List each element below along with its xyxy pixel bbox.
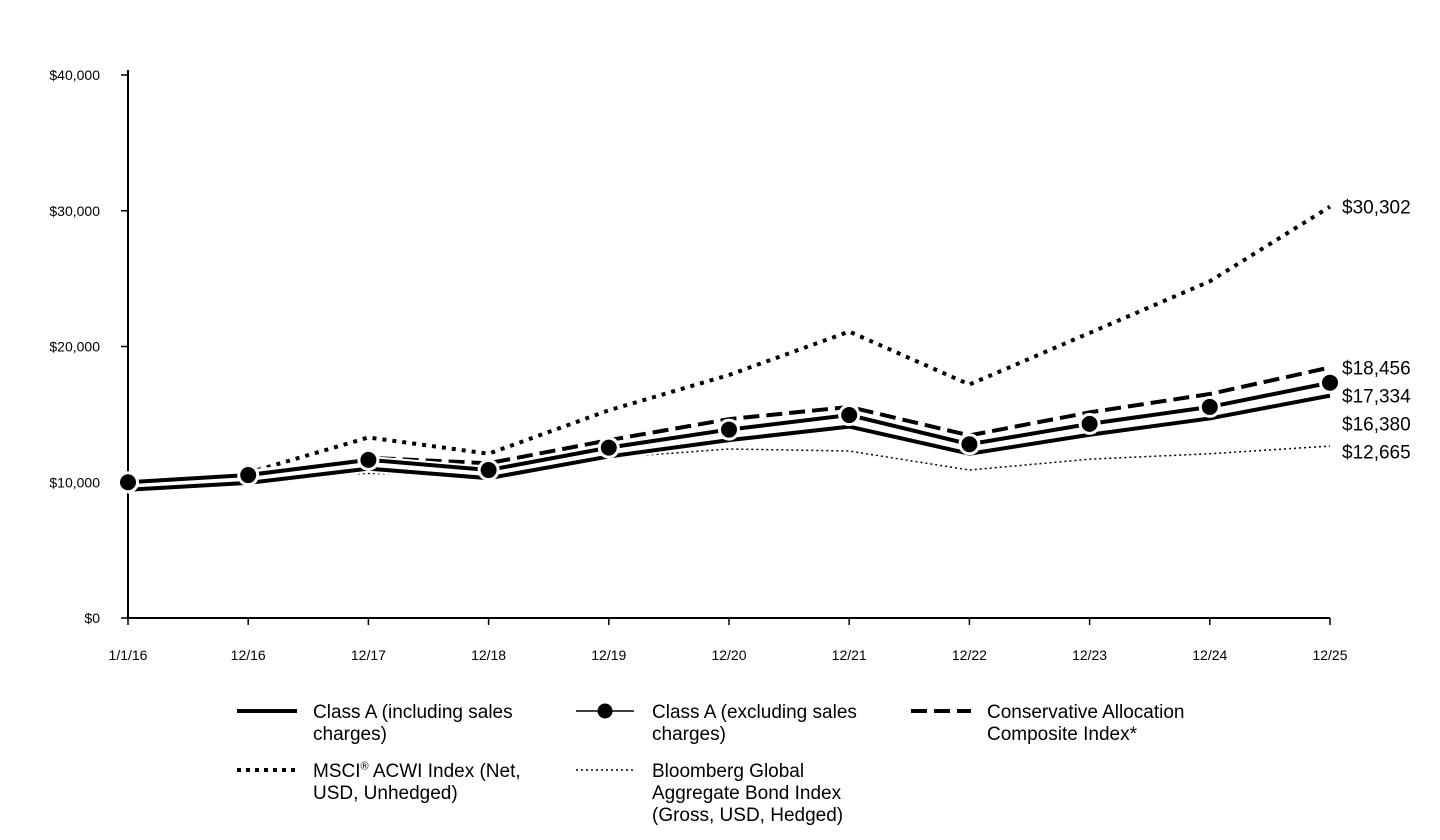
x-tick-label: 12/24: [1192, 647, 1227, 663]
end-value-label: $16,380: [1342, 414, 1411, 435]
x-tick-label: 1/1/16: [109, 647, 148, 663]
data-point: [1198, 395, 1221, 418]
x-tick-label: 12/25: [1312, 647, 1347, 663]
x-tick-label: 12/17: [351, 647, 386, 663]
x-tick-label: 12/20: [711, 647, 746, 663]
x-tick-label: 12/16: [231, 647, 266, 663]
data-point: [958, 433, 981, 456]
series-group: [127, 391, 1331, 494]
series-group: [117, 371, 1341, 494]
x-tick-label: 12/18: [471, 647, 506, 663]
data-point: [117, 471, 139, 494]
x-tick-label: 12/22: [952, 647, 987, 663]
y-tick-label: $20,000: [49, 339, 100, 355]
x-tick-label: 12/19: [591, 647, 626, 663]
data-point: [718, 418, 740, 441]
x-tick-label: 12/23: [1072, 647, 1107, 663]
end-value-label: $30,302: [1342, 198, 1411, 219]
series-group: [127, 203, 1333, 487]
series-line: [127, 204, 1332, 485]
end-value-label: $17,334: [1342, 386, 1411, 407]
data-point: [357, 448, 380, 471]
data-point: [838, 404, 861, 427]
y-tick-label: $10,000: [49, 474, 100, 490]
data-point: [1319, 371, 1341, 394]
data-point: [237, 464, 260, 487]
y-tick-label: $30,000: [49, 203, 100, 219]
y-tick-label: $0: [84, 610, 100, 626]
y-tick-label: $40,000: [49, 67, 100, 83]
end-value-label: $12,665: [1342, 442, 1411, 463]
end-value-label: $18,456: [1342, 358, 1411, 379]
chart-axes: $0 $10,000 $20,000 $30,000 $40,000 1/1/16 12/1…: [49, 67, 1347, 663]
data-point: [477, 459, 500, 482]
data-point: [1078, 412, 1101, 435]
data-point: [597, 436, 620, 459]
x-tick-label: 12/21: [832, 647, 867, 663]
series-layer: [117, 203, 1341, 494]
end-labels-layer: $30,302 $18,456 $17,334 $16,380 $12,665: [1342, 198, 1411, 464]
